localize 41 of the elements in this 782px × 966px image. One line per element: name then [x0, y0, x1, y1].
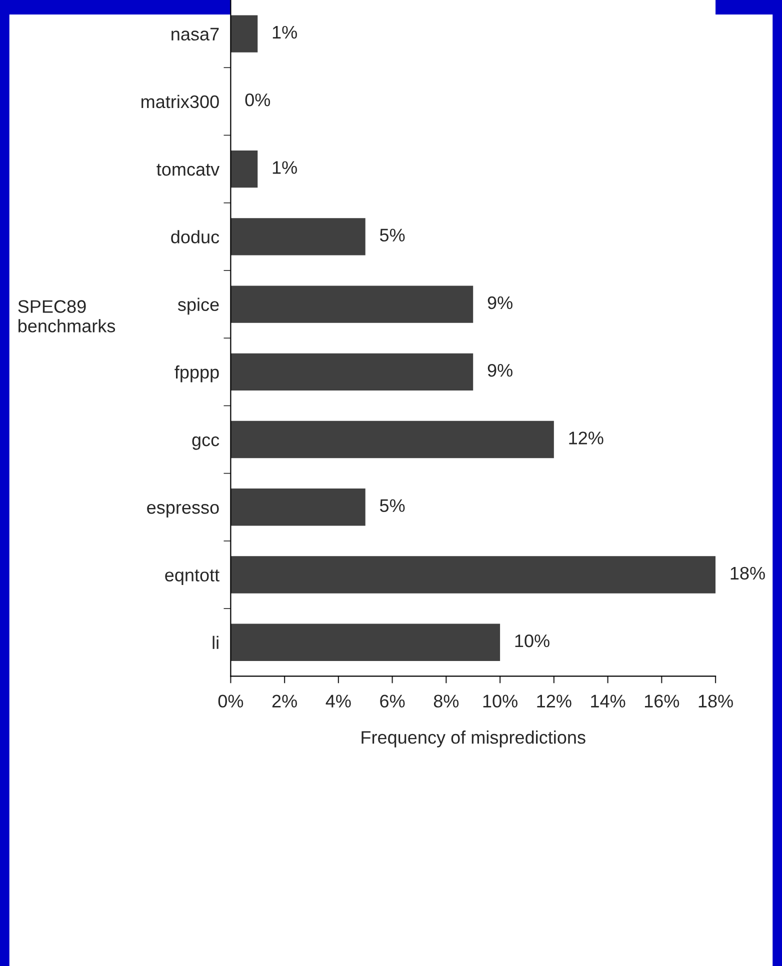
y-tick-label: espresso: [147, 504, 219, 518]
data-label: 9%: [488, 296, 512, 310]
y-axis-title: SPEC89 benchmarks: [18, 300, 116, 332]
x-tick-label: 16%: [644, 694, 680, 708]
y-tick-label: spice: [178, 298, 219, 315]
x-tick-label: 4%: [326, 694, 351, 708]
bar: [230, 218, 366, 256]
x-tick-label: 10%: [483, 694, 518, 708]
y-tick-label: gcc: [192, 436, 220, 450]
data-label: 1%: [272, 26, 297, 39]
x-tick-label: 2%: [272, 694, 297, 708]
bar: [230, 150, 258, 188]
x-tick-label: 12%: [537, 694, 572, 708]
data-label: 18%: [730, 566, 765, 580]
bar: [230, 488, 366, 526]
bar: [230, 624, 500, 661]
bar: [230, 556, 716, 594]
y-tick-label: doduc: [171, 230, 220, 244]
x-tick-label: 14%: [591, 694, 626, 708]
x-tick-label: 6%: [380, 694, 405, 708]
y-tick-label: li: [212, 636, 218, 649]
data-label: 1%: [272, 161, 297, 174]
data-label: 10%: [515, 634, 550, 648]
data-label: 12%: [569, 432, 604, 444]
data-label: 9%: [488, 364, 512, 377]
y-tick-label: matrix300: [142, 94, 219, 108]
y-tick-label: fpppp: [174, 365, 219, 382]
bar: [230, 353, 474, 391]
y-tick-label: tomcatv: [156, 164, 220, 176]
bar: [230, 286, 474, 323]
y-tick-label: nasa7: [172, 28, 219, 41]
bar: [230, 15, 258, 52]
bar: [230, 420, 554, 458]
data-label: 0%: [245, 93, 270, 106]
data-label: 5%: [380, 228, 405, 242]
data-label: 5%: [380, 499, 405, 512]
x-tick-label: 8%: [434, 694, 459, 708]
x-axis-title: Frequency of mispredictions: [362, 730, 586, 748]
x-tick-label: 18%: [698, 694, 733, 708]
x-tick-label: 0%: [218, 694, 244, 708]
y-tick-label: eqntott: [165, 570, 220, 586]
